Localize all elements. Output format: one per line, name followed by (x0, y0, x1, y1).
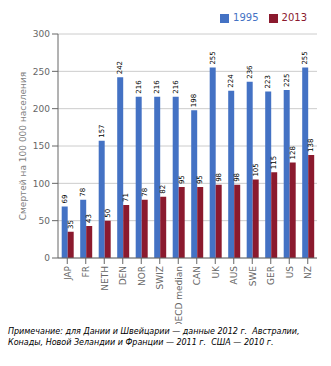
svg-text:SWE: SWE (248, 266, 258, 287)
svg-text:216: 216 (153, 80, 161, 94)
html-text:Примечание: для Дании и Швейца: Примечание: для Дании и Швейцарии — данн… (8, 327, 300, 336)
svg-text:US: US (285, 266, 295, 279)
svg-text:216: 216 (135, 80, 143, 94)
svg-text:82: 82 (159, 185, 167, 194)
svg-text:255: 255 (301, 51, 309, 64)
svg-text:69: 69 (61, 195, 69, 204)
svg-text:250: 250 (33, 67, 50, 77)
svg-text:CAN: CAN (192, 266, 202, 285)
svg-text:255: 255 (209, 51, 217, 64)
svg-text:DEN: DEN (118, 266, 128, 285)
svg-text:0: 0 (44, 253, 50, 263)
svg-text:95: 95 (178, 175, 186, 184)
svg-text:98: 98 (233, 173, 241, 182)
html-text:1995: 1995 (233, 12, 259, 23)
svg-text:242: 242 (116, 61, 124, 74)
svg-text:71: 71 (122, 193, 130, 202)
svg-text:100: 100 (33, 179, 50, 189)
svg-text:35: 35 (67, 220, 75, 229)
svg-text:198: 198 (190, 94, 198, 107)
svg-text:NOR: NOR (137, 266, 147, 286)
svg-text:200: 200 (33, 104, 50, 114)
svg-text:115: 115 (270, 156, 278, 169)
svg-text:JAP: JAP (63, 265, 73, 281)
svg-text:78: 78 (141, 188, 149, 197)
svg-text:216: 216 (172, 80, 180, 94)
svg-text:SWIZ: SWIZ (155, 266, 165, 289)
svg-text:50: 50 (39, 216, 51, 226)
svg-text:78: 78 (79, 188, 87, 197)
svg-text:95: 95 (196, 175, 204, 184)
svg-text:OECD median: OECD median (174, 266, 184, 324)
svg-text:GER: GER (266, 266, 276, 285)
svg-text:50: 50 (104, 209, 112, 218)
svg-text:128: 128 (289, 146, 297, 159)
svg-text:FR: FR (81, 266, 91, 277)
svg-text:223: 223 (264, 75, 272, 88)
svg-text:300: 300 (33, 29, 50, 39)
svg-text:98: 98 (215, 173, 223, 182)
svg-text:150: 150 (33, 141, 50, 151)
svg-text:236: 236 (246, 65, 254, 79)
html-text:2013: 2013 (281, 12, 307, 23)
svg-text:AUS: AUS (229, 266, 239, 285)
svg-text:Смертей на 100 000 населения: Смертей на 100 000 населения (18, 72, 28, 220)
svg-text:105: 105 (252, 163, 260, 176)
svg-text:43: 43 (85, 214, 93, 223)
svg-text:225: 225 (283, 74, 291, 87)
svg-text:157: 157 (98, 124, 106, 137)
svg-text:138: 138 (307, 139, 315, 152)
svg-text:NZ: NZ (303, 266, 313, 279)
html-text:Конады, Новой Зеландии и Франц: Конады, Новой Зеландии и Франции — 2011 … (8, 338, 274, 347)
svg-text:NETH: NETH (100, 266, 110, 291)
svg-text:UK: UK (211, 265, 221, 279)
svg-text:224: 224 (227, 74, 235, 88)
